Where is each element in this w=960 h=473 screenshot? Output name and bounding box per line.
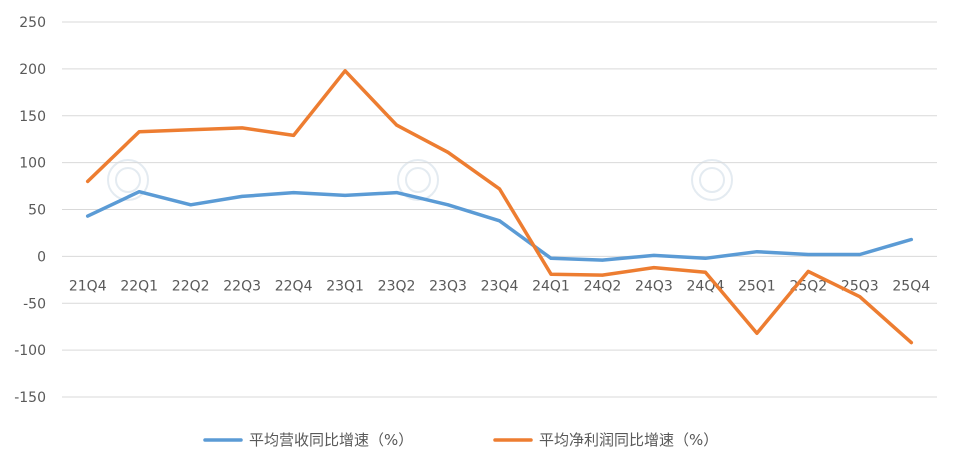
series-line-1: [85, 189, 914, 262]
x-tick-label: 23Q4: [481, 278, 519, 294]
legend-label-2: 平均净利润同比增速（%）: [539, 431, 718, 449]
watermark-logo: [691, 159, 733, 201]
legend-label-1: 平均营收同比增速（%）: [249, 431, 413, 449]
data-point: [600, 273, 604, 277]
data-point: [189, 203, 193, 207]
data-point: [240, 126, 244, 130]
data-point: [86, 179, 90, 183]
y-tick-label: 100: [19, 156, 46, 172]
x-tick-label: 25Q1: [738, 278, 776, 294]
y-tick-label: 200: [19, 62, 46, 78]
x-tick-label: 23Q3: [429, 278, 467, 294]
data-point: [395, 191, 399, 195]
data-point: [755, 250, 759, 254]
x-tick-label: 24Q1: [532, 278, 570, 294]
x-tick-label: 22Q4: [275, 278, 313, 294]
gridlines: [62, 21, 937, 398]
data-point: [446, 203, 450, 207]
data-point: [652, 266, 656, 270]
data-point: [755, 331, 759, 335]
data-point: [343, 193, 347, 197]
x-tick-label: 21Q4: [69, 278, 107, 294]
y-tick-label: -150: [14, 390, 46, 406]
x-tick-label: 24Q2: [584, 278, 622, 294]
watermark-logo: [107, 159, 149, 201]
data-point: [806, 253, 810, 256]
x-axis: 21Q4 22Q1 22Q2 22Q3 22Q4 23Q1 23Q2 23Q3 23Q4 24Q1…: [69, 278, 930, 294]
legend: 平均营收同比增速（%） 平均净利润同比增速（%）: [203, 431, 718, 449]
data-point: [292, 191, 296, 195]
x-tick-label: 24Q3: [635, 278, 673, 294]
data-point: [703, 256, 707, 260]
x-tick-label: 22Q2: [172, 278, 210, 294]
data-point: [137, 130, 141, 134]
data-point: [292, 133, 296, 137]
data-point: [858, 295, 862, 299]
watermark-logo: [397, 159, 439, 201]
series-layer: [85, 69, 914, 345]
data-point: [446, 150, 450, 154]
y-tick-label: 150: [19, 109, 46, 125]
data-point: [652, 253, 656, 257]
y-tick-label: 50: [28, 203, 46, 219]
data-point: [549, 256, 553, 260]
data-point: [498, 187, 501, 191]
data-point: [498, 219, 501, 223]
y-tick-label: 0: [37, 249, 46, 265]
y-axis: 250 200 150 100 50 0 -50 -100 -150: [14, 15, 46, 406]
y-tick-label: 250: [19, 15, 46, 31]
data-point: [600, 258, 604, 262]
y-tick-label: -100: [14, 343, 46, 359]
x-tick-label: 25Q4: [892, 278, 930, 294]
y-tick-label: -50: [23, 296, 46, 312]
data-point: [909, 341, 913, 345]
data-point: [189, 128, 193, 132]
data-point: [806, 269, 810, 273]
x-tick-label: 23Q2: [378, 278, 416, 294]
x-tick-label: 22Q3: [223, 278, 261, 294]
data-point: [343, 69, 347, 73]
data-point: [549, 272, 553, 276]
data-point: [240, 194, 244, 198]
watermark-layer: [107, 159, 733, 201]
data-point: [137, 190, 141, 194]
data-point: [858, 253, 862, 256]
series-line-2: [85, 69, 914, 345]
data-point: [703, 270, 707, 274]
data-point: [909, 238, 913, 241]
data-point: [86, 214, 90, 218]
data-point: [395, 123, 399, 127]
x-tick-label: 22Q1: [120, 278, 158, 294]
x-tick-label: 23Q1: [326, 278, 364, 294]
